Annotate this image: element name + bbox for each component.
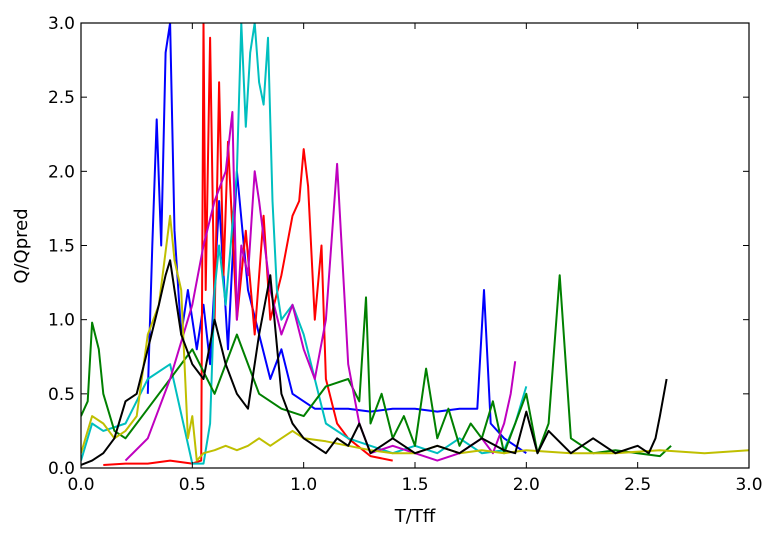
x-tick-label: 2.0 [513,475,540,495]
y-tick-label: 0.0 [48,459,75,479]
plot-frame [80,22,750,469]
series-layer [81,23,749,466]
x-axis-label: T/Tff [394,506,436,527]
x-tick-label: 0.0 [67,475,94,495]
x-tick-label: 3.0 [735,475,762,495]
y-tick-label: 0.5 [48,385,75,405]
y-tick-label: 1.0 [48,311,75,331]
y-tick-label: 2.0 [48,162,75,182]
ticks-layer: 0.0 0.5 1.0 1.5 2.0 2.5 3.0 0.0 0.5 1.0 1.5 2.0 2.5 3… [48,14,763,495]
y-tick-label: 3.0 [48,14,75,34]
x-tick-label: 1.5 [401,475,428,495]
series-line-2 [103,23,393,466]
y-tick-label: 1.5 [48,237,75,257]
series-line-6 [81,214,749,462]
x-tick-label: 2.5 [624,475,651,495]
series-line-4 [81,274,672,458]
series-line-5 [124,111,517,462]
series-line-3 [81,23,528,465]
x-tick-label: 0.5 [179,475,206,495]
series-line-7 [81,259,668,466]
y-axis-label: Q/Qpred [11,208,32,283]
x-tick-label: 1.0 [290,475,317,495]
y-tick-label: 2.5 [48,88,75,108]
